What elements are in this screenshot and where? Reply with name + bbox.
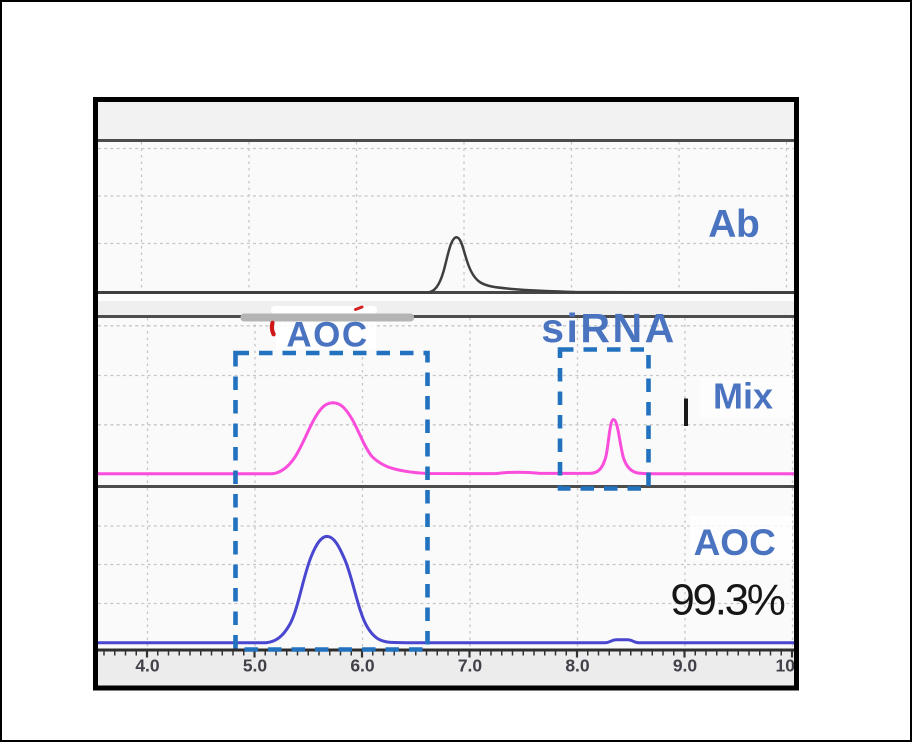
svg-text:10: 10	[776, 656, 796, 676]
svg-text:8.0: 8.0	[565, 656, 590, 676]
svg-text:4.0: 4.0	[135, 656, 160, 676]
svg-text:99.3%: 99.3%	[670, 576, 784, 625]
svg-text:5.0: 5.0	[243, 656, 268, 676]
svg-text:Ab: Ab	[708, 203, 759, 246]
svg-text:siRNA: siRNA	[541, 305, 677, 351]
svg-text:Mix: Mix	[713, 376, 773, 417]
svg-text:6.0: 6.0	[350, 656, 375, 676]
svg-text:9.0: 9.0	[673, 656, 698, 676]
svg-text:AOC: AOC	[694, 522, 776, 563]
svg-text:7.0: 7.0	[458, 656, 483, 676]
svg-text:AOC: AOC	[286, 316, 368, 355]
